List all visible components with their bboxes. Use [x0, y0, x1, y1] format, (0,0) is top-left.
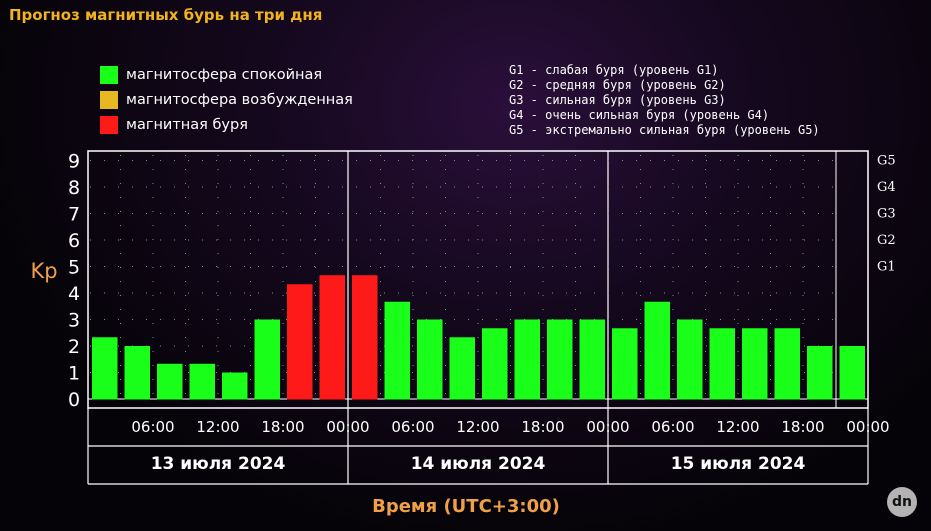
g-legend-line: G5 - экстремально сильная буря (уровень … [509, 123, 820, 137]
day-label: 13 июля 2024 [151, 454, 286, 474]
g-level-label: G5 [877, 154, 896, 169]
x-tick-label: 18:00 [781, 418, 824, 436]
y-tick-label: 0 [68, 389, 80, 411]
x-tick-label: 12:00 [456, 418, 499, 436]
g-legend-line: G1 - слабая буря (уровень G1) [509, 63, 719, 77]
g-level-label: G1 [877, 260, 896, 275]
kp-bar [579, 319, 605, 400]
x-tick-label: 00:00 [326, 418, 369, 436]
kp-bar [124, 346, 150, 400]
y-tick-label: 9 [68, 151, 80, 173]
x-tick-label: 12:00 [716, 418, 759, 436]
legend-swatch-storm [100, 115, 118, 134]
kp-bar [839, 346, 865, 400]
g-legend-line: G4 - очень сильная буря (уровень G4) [509, 108, 770, 122]
y-tick-label: 1 [68, 363, 80, 385]
kp-bar [644, 301, 670, 400]
kp-bar [417, 319, 443, 400]
y-tick-label: 2 [68, 336, 80, 358]
kp-bar [677, 319, 703, 400]
kp-bar [514, 319, 540, 400]
kp-bar [709, 328, 735, 400]
x-tick-label: 06:00 [651, 418, 694, 436]
kp-bar [482, 328, 508, 400]
day-label: 15 июля 2024 [671, 454, 806, 474]
legend-label-excited: магнитосфера возбужденная [126, 91, 353, 108]
legend-item-storm: магнитная буря [100, 112, 353, 137]
kp-bar [352, 275, 378, 400]
y-tick-label: 4 [68, 283, 80, 305]
kp-bar [254, 319, 280, 400]
x-tick-label: 18:00 [521, 418, 564, 436]
kp-bar [157, 363, 183, 400]
x-tick-label: 18:00 [261, 418, 304, 436]
plot-frame [87, 150, 869, 409]
kp-bar [222, 372, 248, 400]
y-tick-label: 7 [68, 204, 80, 226]
g-legend-line: G3 - сильная буря (уровень G3) [509, 93, 726, 107]
day-label: 14 июля 2024 [411, 454, 546, 474]
kp-bar [92, 337, 118, 400]
chart-legend: магнитосфера спокойная магнитосфера возб… [100, 62, 353, 137]
g-level-legend: G1 - слабая буря (уровень G1) G2 - средн… [509, 63, 820, 138]
y-tick-label: 6 [68, 230, 80, 252]
x-tick-label: 12:00 [196, 418, 239, 436]
legend-label-quiet: магнитосфера спокойная [126, 66, 323, 83]
y-tick-label: 3 [68, 310, 80, 332]
g-level-label: G3 [877, 207, 896, 222]
kp-bar [742, 328, 768, 400]
kp-bar [612, 328, 638, 400]
kp-bar [547, 319, 573, 400]
kp-bar [189, 363, 215, 400]
legend-item-excited: магнитосфера возбужденная [100, 87, 353, 112]
kp-bar [807, 346, 833, 400]
x-tick-label: 00:00 [846, 418, 889, 436]
kp-bar [287, 284, 313, 400]
x-tick-label: 06:00 [131, 418, 174, 436]
g-level-label: G2 [877, 233, 896, 248]
kp-bar [774, 328, 800, 400]
g-legend-line: G2 - средняя буря (уровень G2) [509, 78, 726, 92]
watermark-logo: dn [887, 487, 917, 517]
y-axis-label: Kp [30, 259, 57, 283]
page-title: Прогноз магнитных бурь на три дня [9, 6, 323, 24]
x-tick-label: 00:00 [586, 418, 629, 436]
legend-item-quiet: магнитосфера спокойная [100, 62, 353, 87]
x-axis-label: Время (UTC+3:00) [372, 496, 560, 517]
y-tick-label: 8 [68, 177, 80, 199]
kp-bar [319, 275, 345, 400]
legend-swatch-excited [100, 90, 118, 109]
kp-bar [384, 301, 410, 400]
g-level-label: G4 [877, 180, 896, 195]
legend-swatch-quiet [100, 65, 118, 84]
legend-label-storm: магнитная буря [126, 116, 248, 133]
kp-bar [449, 337, 475, 400]
y-tick-label: 5 [68, 257, 80, 279]
x-tick-label: 06:00 [391, 418, 434, 436]
